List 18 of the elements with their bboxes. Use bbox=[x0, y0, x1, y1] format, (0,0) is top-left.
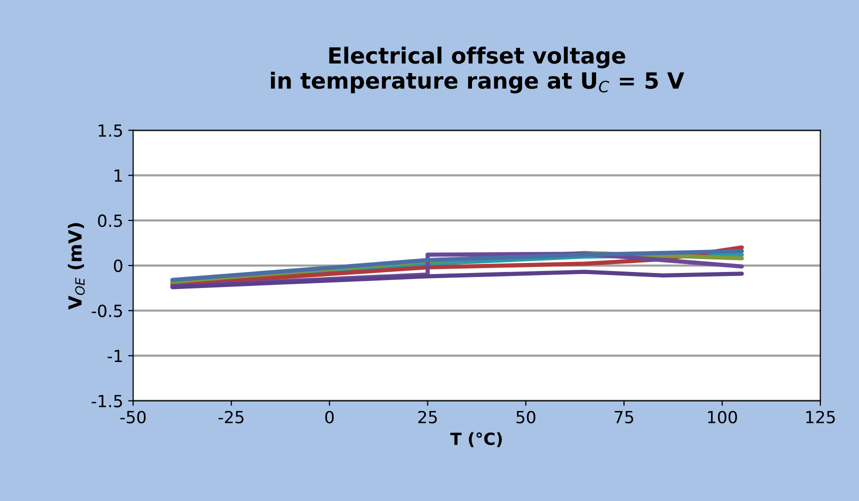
y-tick-label: 0.5 bbox=[98, 214, 122, 228]
y-tick-label: 1.5 bbox=[98, 124, 122, 137]
x-tick-label: 125 bbox=[806, 410, 835, 424]
x-axis-title: T (°C) bbox=[450, 432, 502, 448]
x-tick-label: -50 bbox=[120, 410, 146, 424]
x-tick-label: 25 bbox=[418, 410, 437, 424]
x-tick-label: 50 bbox=[516, 410, 536, 424]
x-tick-label: -25 bbox=[218, 410, 244, 424]
chart-title: Electrical offset voltage in temperature range at U$_{C}$ = 5 V bbox=[270, 46, 684, 94]
y-axis-title: V$_{OE}$ (mV) bbox=[68, 223, 85, 310]
x-tick-label: 0 bbox=[325, 410, 334, 424]
x-tick-label: 75 bbox=[614, 411, 634, 424]
y-tick-label: -1 bbox=[108, 350, 122, 362]
y-tick-label: -1.5 bbox=[92, 394, 122, 408]
y-tick-label: 0 bbox=[114, 259, 122, 272]
y-tick-label: 1 bbox=[114, 170, 122, 182]
x-tick-label: 100 bbox=[708, 410, 737, 424]
y-tick-label: -0.5 bbox=[92, 304, 122, 318]
